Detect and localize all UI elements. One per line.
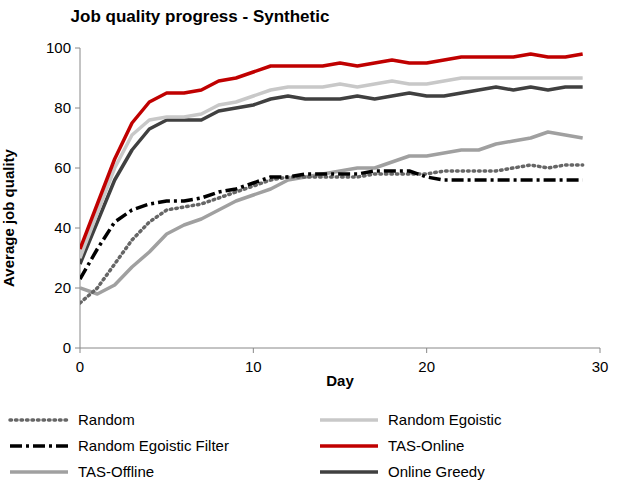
y-tick: [75, 288, 80, 289]
y-tick: [75, 168, 80, 169]
series-line: [80, 78, 583, 258]
series-line: [80, 54, 583, 249]
legend-swatch: [10, 418, 68, 422]
legend-label: TAS-Online: [388, 437, 464, 454]
x-tick-label: 20: [418, 358, 435, 375]
series-line: [80, 171, 583, 279]
y-tick: [75, 48, 80, 49]
title: Job quality progress - Synthetic: [71, 7, 330, 26]
series-line: [80, 87, 583, 264]
y-tick: [75, 108, 80, 109]
y-tick-label: 40: [54, 219, 71, 236]
x-axis-label: Day: [326, 372, 354, 389]
legend-swatch: [320, 470, 378, 474]
x-tick-label: 0: [76, 358, 84, 375]
y-tick: [75, 348, 80, 349]
y-tick: [75, 228, 80, 229]
x-tick: [600, 348, 601, 353]
y-axis-label: Average job quality: [0, 148, 17, 286]
chart: Job quality progress - Synthetic 0 20 40 60 8…: [0, 0, 618, 490]
legend-swatch: [320, 418, 378, 422]
legend-label: TAS-Offline: [78, 463, 154, 480]
legend-label: Random: [78, 411, 135, 428]
legend-swatch: [10, 470, 68, 474]
x-tick-label: 30: [592, 358, 609, 375]
y-tick-label: 100: [46, 39, 71, 56]
legend-swatch: [320, 444, 378, 448]
series-line: [80, 132, 583, 294]
plot-area: [80, 54, 583, 303]
y-tick-label: 80: [54, 99, 71, 116]
x-tick: [80, 348, 81, 353]
legend-label: Random Egoistic: [388, 411, 502, 428]
x-tick-label: 10: [245, 358, 262, 375]
legend-swatch: [10, 444, 68, 448]
y-tick-label: 20: [54, 279, 71, 296]
x-tick: [253, 348, 254, 353]
legend-label: Online Greedy: [388, 463, 485, 480]
legend-label: Random Egoistic Filter: [78, 437, 229, 454]
x-axis: [80, 348, 600, 349]
x-tick: [426, 348, 427, 353]
y-tick-label: 0: [63, 339, 71, 356]
y-tick-label: 60: [54, 159, 71, 176]
series-line: [80, 165, 583, 303]
